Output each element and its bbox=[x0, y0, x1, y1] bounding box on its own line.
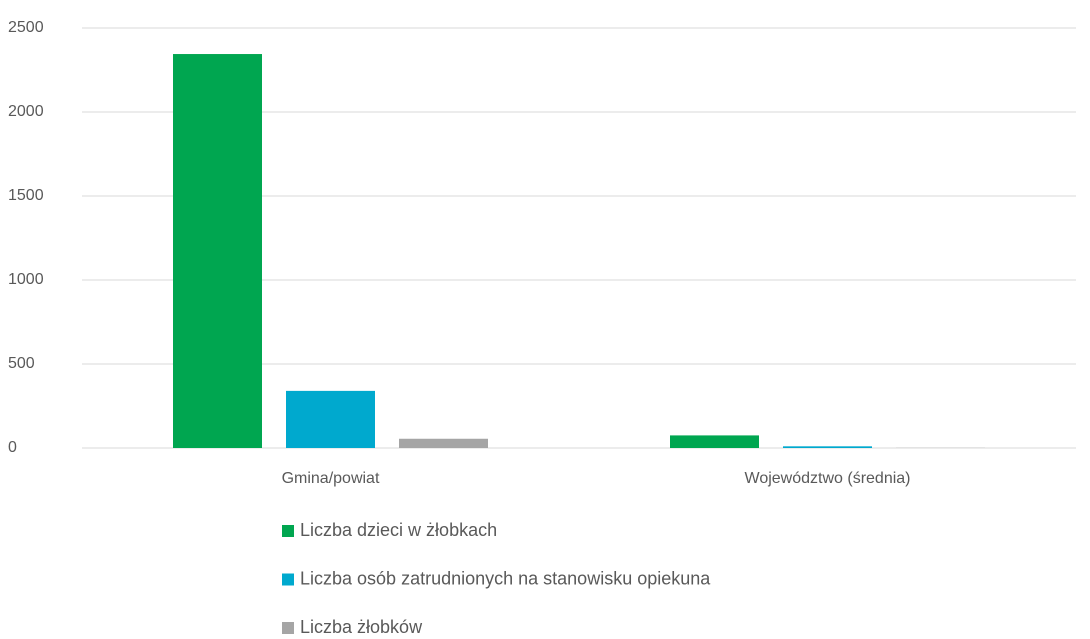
y-tick-label: 1000 bbox=[8, 271, 44, 288]
bar bbox=[286, 390, 375, 448]
bar bbox=[399, 438, 488, 448]
y-tick-label: 2500 bbox=[8, 19, 44, 36]
legend-label: Liczba żłobków bbox=[300, 617, 423, 637]
bar bbox=[783, 446, 872, 448]
x-tick-label: Województwo (średnia) bbox=[745, 470, 911, 487]
y-tick-label: 1500 bbox=[8, 187, 44, 204]
legend-swatch bbox=[282, 573, 294, 586]
y-tick-label: 0 bbox=[8, 439, 17, 456]
y-tick-label: 500 bbox=[8, 355, 35, 372]
legend-swatch bbox=[282, 622, 294, 634]
legend-label: Liczba dzieci w żłobkach bbox=[300, 520, 497, 540]
y-tick-label: 2000 bbox=[8, 103, 44, 120]
legend-swatch bbox=[282, 525, 294, 537]
legend-label: Liczba osób zatrudnionych na stanowisku … bbox=[300, 568, 711, 588]
bar bbox=[670, 435, 759, 448]
bar bbox=[173, 54, 262, 448]
x-tick-label: Gmina/powiat bbox=[282, 470, 380, 487]
